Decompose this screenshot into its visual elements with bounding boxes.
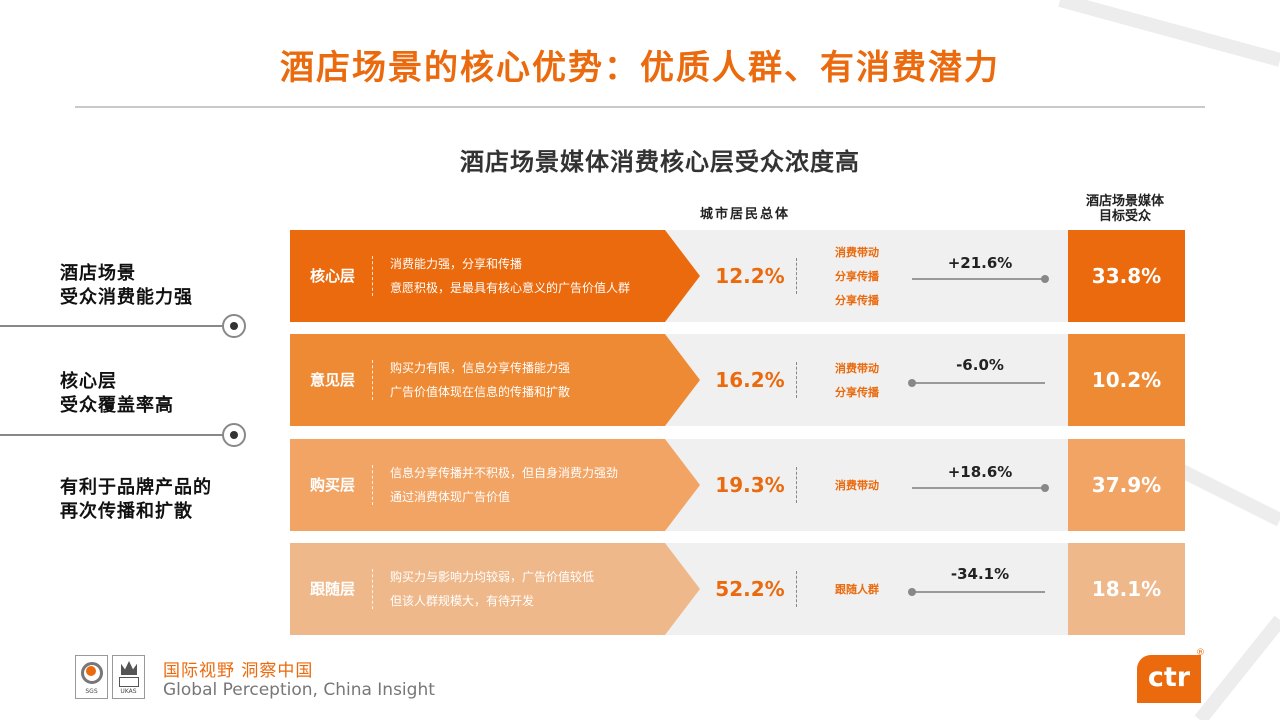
city-value: 16.2%	[715, 368, 785, 392]
hotel-value: 18.1%	[1068, 543, 1185, 635]
layer-description: 信息分享传播并不积极，但自身消费力强劲 通过消费体现广告价值	[390, 439, 670, 531]
title-divider	[75, 106, 1205, 108]
target-icon	[222, 423, 246, 447]
difference-line	[912, 591, 1045, 593]
column-header-hotel-line1: 酒店场景媒体	[1085, 194, 1164, 209]
layer-name: 购买层	[309, 476, 355, 494]
trait-tags: 消费带动	[835, 439, 905, 531]
left-label-1: 酒店场景 受众消费能力强	[60, 262, 193, 310]
segment-divider	[372, 256, 373, 296]
hotel-value: 37.9%	[1068, 439, 1185, 531]
left-label-3-line2: 再次传播和扩散	[60, 501, 193, 522]
segment-divider	[372, 360, 373, 400]
layer-segment: 跟随层 购买力与影响力均较弱，广告价值较低 但该人群规模大，有待开发	[290, 543, 700, 635]
value-divider	[796, 571, 797, 607]
decrease-dot-icon	[908, 379, 916, 387]
table-row: 购买层 信息分享传播并不积极，但自身消费力强劲 通过消费体现广告价值 19.3% 消费带…	[290, 439, 1185, 531]
decrease-dot-icon	[908, 588, 916, 596]
certification-logos: SGS UKAS	[75, 655, 145, 699]
column-header-city: 城市居民总体	[699, 207, 790, 222]
slogan-chinese: 国际视野 洞察中国	[163, 661, 314, 681]
trait-tag: 分享传播	[835, 386, 879, 399]
layer-description: 购买力有限，信息分享传播能力强 广告价值体现在信息的传播和扩散	[390, 334, 670, 426]
difference-value: +21.6%	[947, 254, 1013, 272]
city-value: 12.2%	[715, 264, 785, 288]
trait-tag: 跟随人群	[835, 583, 879, 596]
layer-description-line2: 通过消费体现广告价值	[390, 490, 511, 504]
value-divider	[796, 467, 797, 503]
column-header-hotel: 酒店场景媒体 目标受众	[1065, 194, 1185, 224]
segment-divider	[372, 569, 373, 609]
trait-tag: 分享传播	[835, 294, 879, 307]
difference-line	[912, 278, 1045, 280]
layer-description-line2: 广告价值体现在信息的传播和扩散	[390, 385, 571, 399]
layer-name: 意见层	[309, 371, 355, 389]
layer-name: 核心层	[309, 267, 355, 285]
increase-dot-icon	[1041, 275, 1049, 283]
city-value: 19.3%	[715, 473, 785, 497]
layer-description-line1: 购买力与影响力均较弱，广告价值较低	[390, 570, 595, 584]
left-label-1-line1: 酒店场景	[60, 263, 136, 284]
segment-divider	[372, 465, 373, 505]
table-row: 核心层 消费能力强，分享和传播意愿积极，是最具有核心意义的广告价值人群 12.2% 消…	[290, 230, 1185, 322]
ctr-logo: ctr	[1137, 655, 1201, 703]
chart-subtitle: 酒店场景媒体消费核心层受众浓度高	[460, 148, 860, 176]
city-value: 52.2%	[715, 577, 785, 601]
layer-description: 购买力与影响力均较弱，广告价值较低 但该人群规模大，有待开发	[390, 543, 670, 635]
left-connector-1	[0, 325, 226, 327]
layer-name: 跟随层	[309, 580, 355, 598]
increase-dot-icon	[1041, 484, 1049, 492]
difference-value: -34.1%	[950, 565, 1010, 583]
ukas-badge-icon: UKAS	[112, 655, 145, 699]
layer-description-line2: 意愿积极，是最具有核心意义的广告价值人群	[390, 281, 631, 295]
left-label-2: 核心层 受众覆盖率高	[60, 370, 174, 418]
column-header-hotel-line2: 目标受众	[1098, 209, 1151, 224]
trait-tags: 消费带动 分享传播	[835, 334, 905, 426]
value-divider	[796, 258, 797, 294]
difference-line	[912, 487, 1045, 489]
left-label-3: 有利于品牌产品的 再次传播和扩散	[60, 476, 212, 524]
sgs-badge-icon: SGS	[75, 655, 108, 699]
difference-value: -6.0%	[956, 356, 1004, 374]
trait-tags: 消费带动 分享传播 分享传播	[835, 230, 905, 322]
left-label-2-line2: 受众覆盖率高	[60, 395, 174, 416]
layer-segment: 核心层 消费能力强，分享和传播意愿积极，是最具有核心意义的广告价值人群	[290, 230, 700, 322]
table-row: 意见层 购买力有限，信息分享传播能力强 广告价值体现在信息的传播和扩散 16.2% 消费…	[290, 334, 1185, 426]
layer-description-line1: 购买力有限，信息分享传播能力强	[390, 361, 571, 375]
value-divider	[796, 362, 797, 398]
target-icon	[222, 314, 246, 338]
left-label-1-line2: 受众消费能力强	[60, 287, 193, 308]
layer-description: 消费能力强，分享和传播意愿积极，是最具有核心意义的广告价值人群	[390, 230, 670, 322]
trait-tags: 跟随人群	[835, 543, 905, 635]
trait-tag: 分享传播	[835, 270, 879, 283]
layer-description-line1: 信息分享传播并不积极，但自身消费力强劲	[390, 466, 619, 480]
table-row: 跟随层 购买力与影响力均较弱，广告价值较低 但该人群规模大，有待开发 52.2% 跟随人…	[290, 543, 1185, 635]
slogan-english: Global Perception, China Insight	[163, 680, 435, 700]
left-connector-2	[0, 434, 226, 436]
left-label-2-line1: 核心层	[60, 371, 117, 392]
page-title: 酒店场景的核心优势：优质人群、有消费潜力	[280, 48, 1000, 88]
trait-tag: 消费带动	[835, 362, 879, 375]
layer-segment: 购买层 信息分享传播并不积极，但自身消费力强劲 通过消费体现广告价值	[290, 439, 700, 531]
layer-description-line1: 消费能力强，分享和传播	[390, 257, 523, 271]
left-label-3-line1: 有利于品牌产品的	[60, 477, 212, 498]
hotel-value: 33.8%	[1068, 230, 1185, 322]
hotel-value: 10.2%	[1068, 334, 1185, 426]
layer-segment: 意见层 购买力有限，信息分享传播能力强 广告价值体现在信息的传播和扩散	[290, 334, 700, 426]
registered-mark: ®	[1196, 648, 1205, 658]
layer-description-line2: 但该人群规模大，有待开发	[390, 594, 535, 608]
difference-value: +18.6%	[947, 463, 1013, 481]
difference-line	[912, 382, 1045, 384]
trait-tag: 消费带动	[835, 246, 879, 259]
trait-tag: 消费带动	[835, 479, 879, 492]
